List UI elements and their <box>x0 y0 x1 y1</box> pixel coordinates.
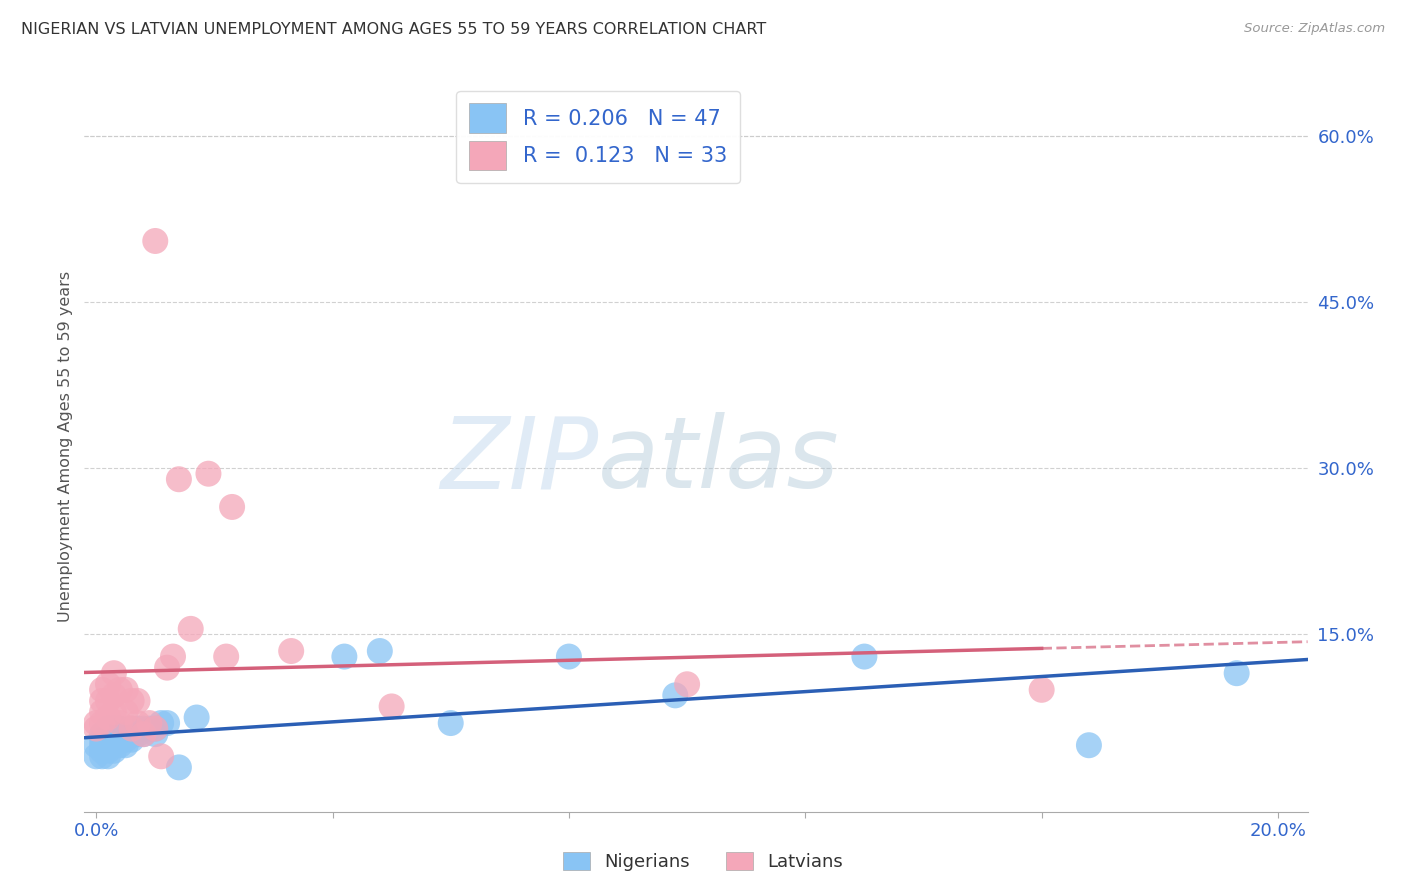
Point <box>143 722 166 736</box>
Point <box>333 649 356 664</box>
Point <box>381 699 404 714</box>
Point <box>97 710 120 724</box>
Point <box>180 622 202 636</box>
Point <box>186 710 208 724</box>
Text: NIGERIAN VS LATVIAN UNEMPLOYMENT AMONG AGES 55 TO 59 YEARS CORRELATION CHART: NIGERIAN VS LATVIAN UNEMPLOYMENT AMONG A… <box>21 22 766 37</box>
Point <box>150 716 173 731</box>
Legend: R = 0.206   N = 47, R =  0.123   N = 33: R = 0.206 N = 47, R = 0.123 N = 33 <box>457 91 740 183</box>
Point <box>558 649 581 664</box>
Point <box>103 689 125 703</box>
Point <box>108 716 131 731</box>
Point <box>114 727 136 741</box>
Point <box>103 738 125 752</box>
Point <box>97 694 120 708</box>
Point <box>84 722 107 736</box>
Point <box>127 727 149 741</box>
Point <box>91 744 114 758</box>
Point <box>114 705 136 719</box>
Point <box>121 694 143 708</box>
Point <box>150 749 173 764</box>
Point <box>97 744 120 758</box>
Point <box>167 760 190 774</box>
Point <box>84 738 107 752</box>
Point <box>108 722 131 736</box>
Legend: Nigerians, Latvians: Nigerians, Latvians <box>555 845 851 879</box>
Point <box>440 716 463 731</box>
Point <box>121 732 143 747</box>
Point <box>108 732 131 747</box>
Point <box>127 722 149 736</box>
Point <box>97 749 120 764</box>
Point <box>97 732 120 747</box>
Point <box>114 732 136 747</box>
Point <box>1226 666 1249 681</box>
Point <box>143 234 166 248</box>
Point <box>103 727 125 741</box>
Point <box>97 677 120 691</box>
Point <box>127 694 149 708</box>
Point <box>103 705 125 719</box>
Point <box>91 727 114 741</box>
Point <box>103 666 125 681</box>
Point <box>664 689 686 703</box>
Point <box>103 732 125 747</box>
Point <box>368 644 391 658</box>
Point <box>91 716 114 731</box>
Text: Source: ZipAtlas.com: Source: ZipAtlas.com <box>1244 22 1385 36</box>
Point <box>1077 738 1099 752</box>
Point <box>143 727 166 741</box>
Point <box>108 682 131 697</box>
Point <box>91 694 114 708</box>
Point <box>114 682 136 697</box>
Point <box>156 716 179 731</box>
Text: atlas: atlas <box>598 412 839 509</box>
Point <box>215 649 238 664</box>
Text: ZIP: ZIP <box>440 412 598 509</box>
Point <box>121 727 143 741</box>
Point <box>108 738 131 752</box>
Point <box>132 727 155 741</box>
Point <box>132 722 155 736</box>
Point <box>91 682 114 697</box>
Point <box>97 722 120 736</box>
Point <box>121 722 143 736</box>
Point <box>138 722 160 736</box>
Point <box>167 472 190 486</box>
Point <box>103 722 125 736</box>
Point <box>91 738 114 752</box>
Point <box>108 727 131 741</box>
Point <box>138 716 160 731</box>
Point <box>221 500 243 514</box>
Point <box>84 749 107 764</box>
Point <box>91 705 114 719</box>
Y-axis label: Unemployment Among Ages 55 to 59 years: Unemployment Among Ages 55 to 59 years <box>58 270 73 622</box>
Point <box>197 467 219 481</box>
Point <box>162 649 184 664</box>
Point <box>97 727 120 741</box>
Point <box>127 716 149 731</box>
Point <box>114 738 136 752</box>
Point <box>121 722 143 736</box>
Point <box>132 727 155 741</box>
Point <box>91 749 114 764</box>
Point <box>103 744 125 758</box>
Point <box>1031 682 1053 697</box>
Point <box>676 677 699 691</box>
Point <box>84 716 107 731</box>
Point <box>143 722 166 736</box>
Point <box>91 732 114 747</box>
Point <box>97 738 120 752</box>
Point <box>853 649 876 664</box>
Point <box>280 644 302 658</box>
Point <box>156 660 179 674</box>
